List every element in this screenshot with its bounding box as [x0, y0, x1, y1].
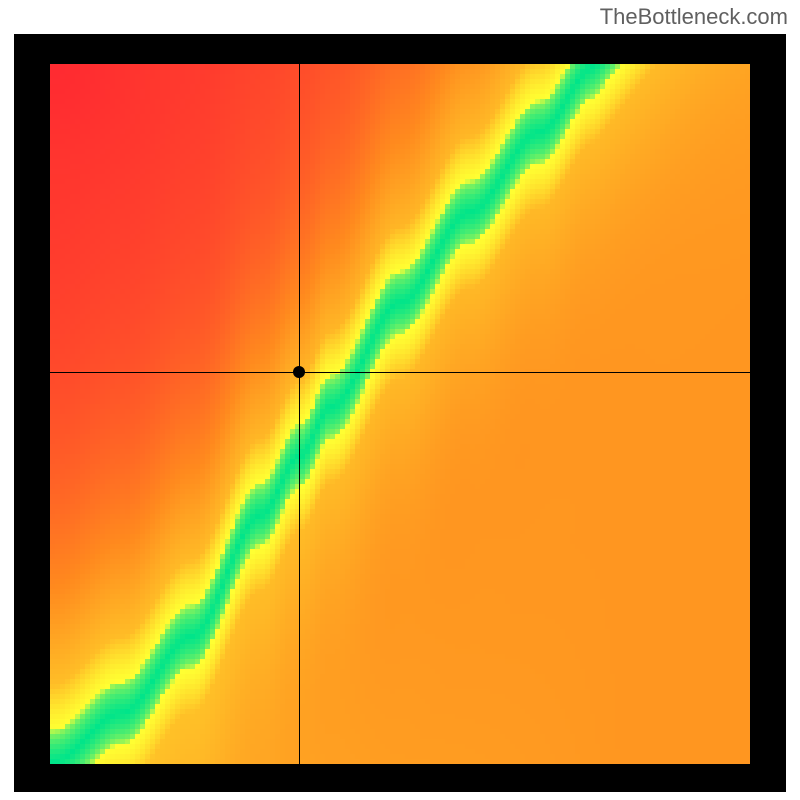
- marker-dot: [293, 366, 305, 378]
- chart-outer-frame: [14, 34, 786, 792]
- chart-plot-area: [50, 64, 750, 764]
- container: TheBottleneck.com: [0, 0, 800, 800]
- crosshair-horizontal: [50, 372, 750, 373]
- crosshair-vertical: [299, 64, 300, 764]
- watermark-text: TheBottleneck.com: [600, 4, 788, 30]
- heatmap-canvas: [50, 64, 750, 764]
